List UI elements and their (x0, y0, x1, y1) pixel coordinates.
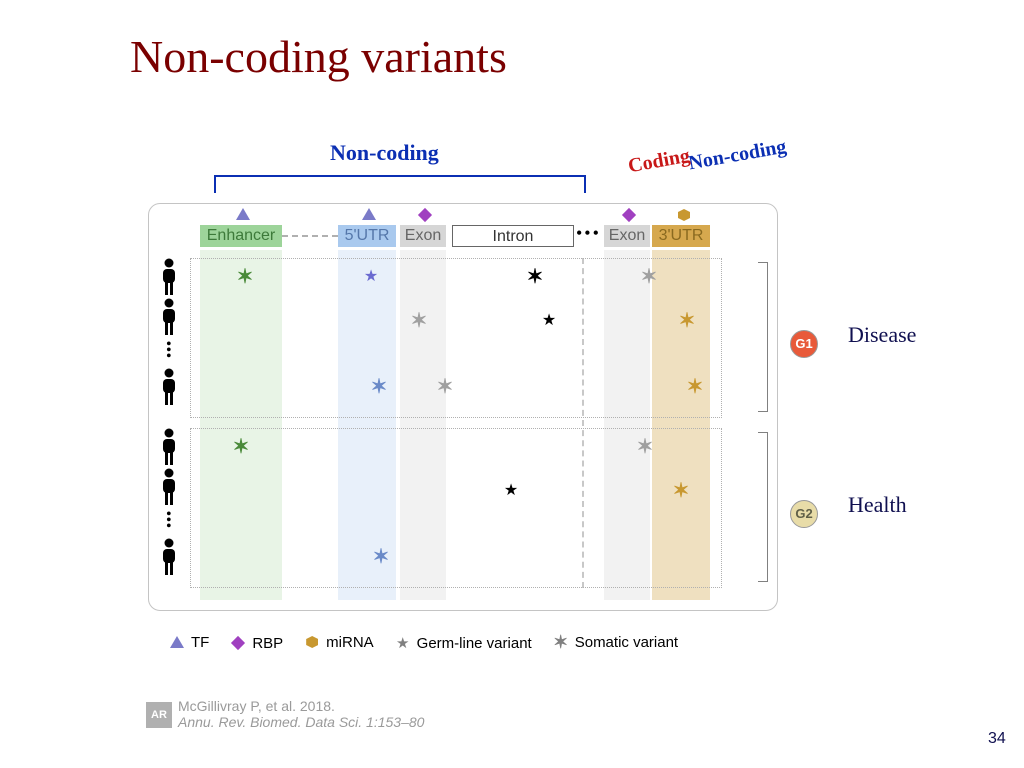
citation-line2: Annu. Rev. Biomed. Data Sci. 1:153–80 (178, 714, 424, 730)
label-noncoding-left: Non-coding (330, 140, 439, 166)
legend-label: Somatic variant (575, 634, 678, 651)
somatic-variant-icon: ✶ (526, 268, 544, 286)
label-disease: Disease (848, 322, 916, 348)
legend-label: RBP (252, 635, 283, 652)
vertical-ellipsis-icon: ••• (166, 512, 172, 530)
somatic-variant-icon: ✶ (686, 378, 704, 396)
slide-title: Non-coding variants (130, 30, 507, 83)
legend: TF RBP miRNA ★Germ-line variant ✶Somatic var… (168, 632, 698, 653)
person-icon (160, 258, 178, 296)
enhancer-connector-dashed (282, 235, 338, 237)
ellipsis-dots: ••• (576, 223, 601, 244)
citation-line1: McGillivray P, et al. 2018. (178, 698, 424, 714)
label-noncoding-right: Non-coding (687, 136, 788, 176)
somatic-variant-icon: ✶ (640, 268, 658, 286)
legend-label: miRNA (326, 634, 374, 651)
noncoding-bracket (214, 175, 586, 193)
germline-variant-icon: ★ (502, 482, 520, 500)
region-enhancer: Enhancer (200, 225, 282, 247)
person-icon (160, 298, 178, 336)
legend-label: Germ-line variant (417, 635, 532, 652)
somatic-variant-icon: ✶ (672, 482, 690, 500)
citation: McGillivray P, et al. 2018. Annu. Rev. B… (178, 698, 424, 730)
somatic-variant-icon: ✶ (236, 268, 254, 286)
label-coding: Coding (626, 145, 691, 178)
somatic-variant-icon: ✶ (636, 438, 654, 456)
legend-label: TF (191, 634, 209, 651)
tf-marker-icon (362, 208, 376, 220)
annualreviews-logo-icon: AR (146, 702, 172, 728)
region-fiveutr: 5'UTR (338, 225, 396, 247)
legend-item: RBP (229, 635, 283, 652)
group-badge-g2: G2 (790, 500, 818, 528)
legend-item: miRNA (303, 634, 374, 651)
somatic-variant-icon: ✶ (232, 438, 250, 456)
legend-item: ✶Somatic variant (552, 632, 678, 653)
person-icon (160, 368, 178, 406)
person-icon (160, 468, 178, 506)
group-bracket (758, 262, 768, 412)
vertical-ellipsis-icon: ••• (166, 342, 172, 360)
tf-marker-icon (236, 208, 250, 220)
somatic-variant-icon: ✶ (678, 312, 696, 330)
somatic-variant-icon: ✶ (370, 378, 388, 396)
somatic-variant-icon: ✶ (436, 378, 454, 396)
region-intron: Intron (452, 225, 574, 247)
somatic-variant-icon: ✶ (410, 312, 428, 330)
region-exon1: Exon (400, 225, 446, 247)
page-number: 34 (988, 730, 1006, 748)
somatic-variant-icon: ✶ (372, 548, 390, 566)
germline-variant-icon: ★ (362, 268, 380, 286)
person-icon (160, 428, 178, 466)
region-threeutr: 3'UTR (652, 225, 710, 247)
group-bracket (758, 432, 768, 582)
group-badge-g1: G1 (790, 330, 818, 358)
legend-item: ★Germ-line variant (394, 634, 532, 652)
label-health: Health (848, 492, 907, 518)
germline-variant-icon: ★ (540, 312, 558, 330)
person-icon (160, 538, 178, 576)
region-exon2: Exon (604, 225, 650, 247)
legend-item: TF (168, 634, 209, 651)
